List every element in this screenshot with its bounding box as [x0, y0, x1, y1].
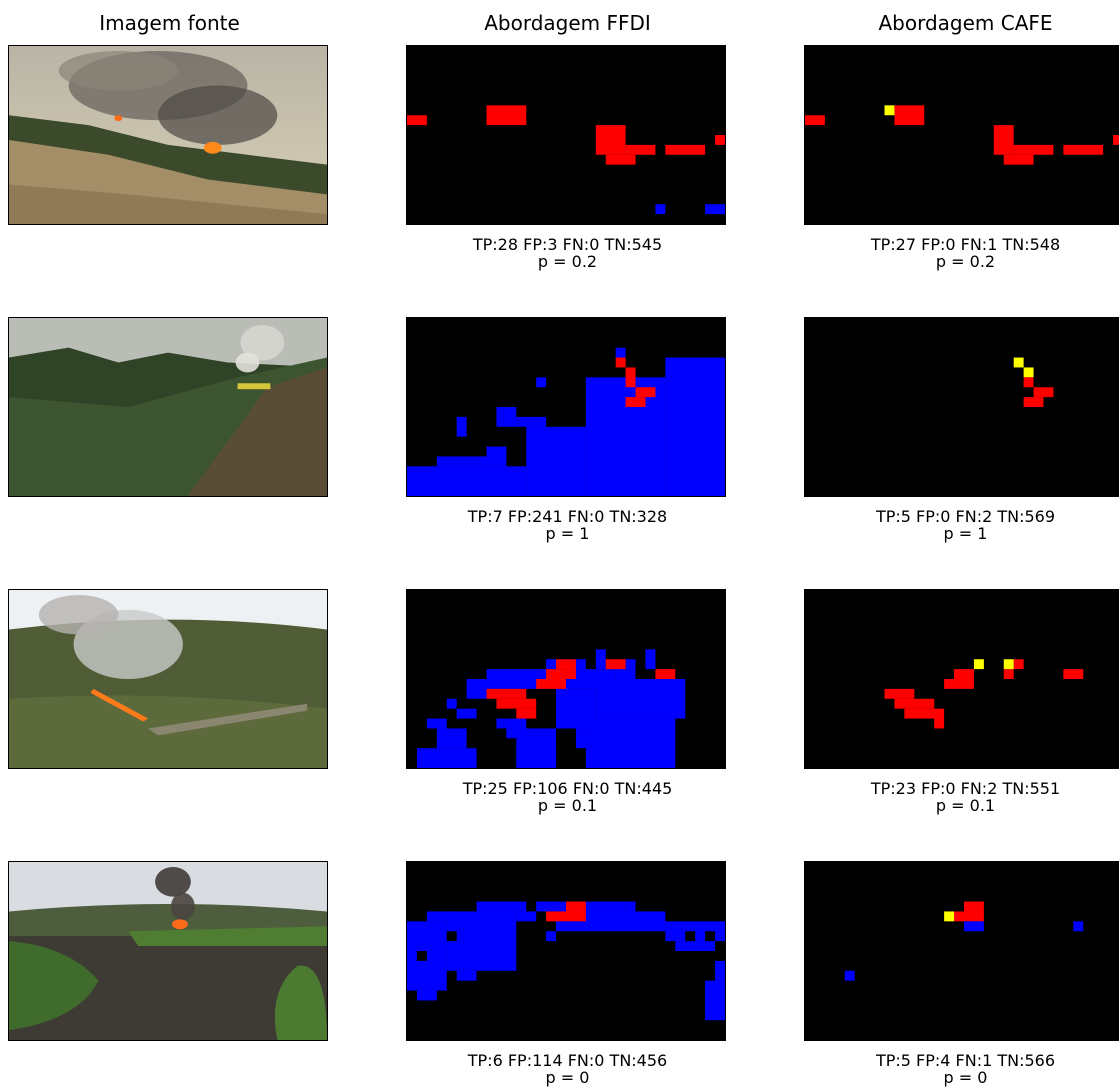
cafe-p-4: p = 0	[943, 1068, 988, 1087]
cafe-mask-2	[804, 317, 1119, 497]
cafe-caption-4: TP:5 FP:4 FN:1 TN:566 p = 0	[804, 1052, 1119, 1086]
fp-cells	[655, 204, 725, 215]
ffdi-p-1: p = 0.2	[537, 252, 598, 271]
fp-cells	[416, 649, 686, 768]
column-title-source: Imagem fonte	[99, 11, 240, 35]
fn-cells	[944, 911, 955, 922]
tp-cells	[407, 105, 725, 165]
ffdi-caption-4: TP:6 FP:114 FN:0 TN:456 p = 0	[406, 1052, 729, 1086]
ffdi-mask-3	[406, 589, 726, 769]
tp-cells	[805, 105, 1119, 165]
ffdi-mask-1	[406, 45, 726, 225]
cafe-p-2: p = 1	[943, 524, 988, 543]
fp-cells	[844, 921, 1084, 981]
cafe-mask-1	[804, 45, 1119, 225]
cafe-mask-3	[804, 589, 1119, 769]
ffdi-caption-1: TP:28 FP:3 FN:0 TN:545 p = 0.2	[406, 236, 729, 270]
tp-cells	[486, 659, 676, 719]
column-title-cafe: Abordagem CAFE	[878, 11, 1053, 35]
cafe-stats-1: TP:27 FP:0 FN:1 TN:548	[870, 235, 1061, 254]
tp-cells	[546, 901, 586, 922]
cafe-caption-3: TP:23 FP:0 FN:2 TN:551 p = 0.1	[804, 780, 1119, 814]
ffdi-p-2: p = 1	[545, 524, 590, 543]
ffdi-stats-1: TP:28 FP:3 FN:0 TN:545	[472, 235, 663, 254]
ffdi-stats-3: TP:25 FP:106 FN:0 TN:445	[462, 779, 673, 798]
cafe-stats-2: TP:5 FP:0 FN:2 TN:569	[875, 507, 1056, 526]
source-image-2	[8, 317, 328, 497]
cafe-p-1: p = 0.2	[935, 252, 996, 271]
ffdi-mask-2	[406, 317, 726, 497]
ffdi-p-4: p = 0	[545, 1068, 590, 1087]
source-image-3	[8, 589, 328, 769]
ffdi-stats-2: TP:7 FP:241 FN:0 TN:328	[467, 507, 668, 526]
ffdi-p-3: p = 0.1	[537, 796, 598, 815]
ffdi-mask-4	[406, 861, 726, 1041]
cafe-mask-4	[804, 861, 1119, 1041]
cafe-caption-1: TP:27 FP:0 FN:1 TN:548 p = 0.2	[804, 236, 1119, 270]
column-title-ffdi: Abordagem FFDI	[484, 11, 651, 35]
fp-holes	[416, 931, 716, 961]
source-image-1	[8, 45, 328, 225]
cafe-caption-2: TP:5 FP:0 FN:2 TN:569 p = 1	[804, 508, 1119, 542]
fn-cells	[1013, 357, 1034, 378]
fp-cells	[407, 347, 725, 496]
cafe-stats-3: TP:23 FP:0 FN:2 TN:551	[870, 779, 1061, 798]
fn-cells	[884, 105, 895, 116]
tp-cells	[954, 901, 984, 922]
ffdi-caption-2: TP:7 FP:241 FN:0 TN:328 p = 1	[406, 508, 729, 542]
fn-cells	[973, 659, 1014, 670]
tp-cells	[615, 357, 656, 407]
tp-cells	[884, 659, 1084, 729]
ffdi-stats-4: TP:6 FP:114 FN:0 TN:456	[467, 1051, 668, 1070]
cafe-stats-4: TP:5 FP:4 FN:1 TN:566	[875, 1051, 1056, 1070]
cafe-p-3: p = 0.1	[935, 796, 996, 815]
tp-cells	[1023, 377, 1054, 407]
ffdi-caption-3: TP:25 FP:106 FN:0 TN:445 p = 0.1	[406, 780, 729, 814]
source-image-4	[8, 861, 328, 1041]
